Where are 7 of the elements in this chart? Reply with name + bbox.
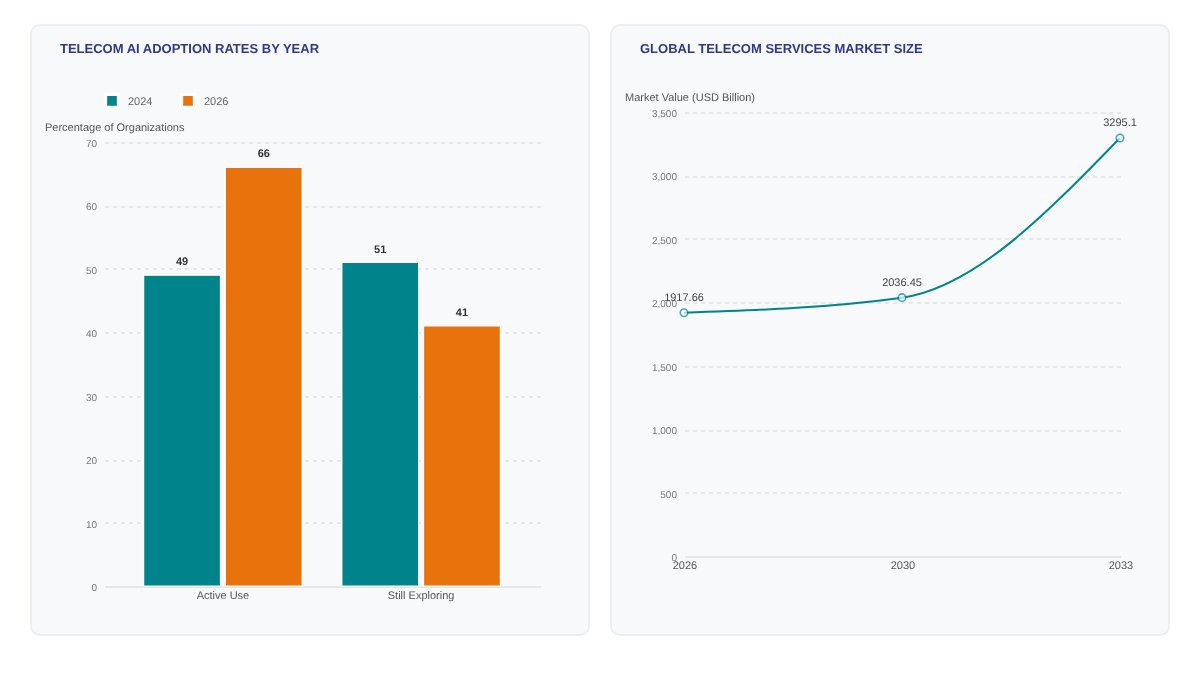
bar [422, 325, 501, 587]
bar [224, 166, 303, 587]
point [1115, 133, 1125, 143]
point [679, 308, 689, 318]
bar [143, 274, 222, 587]
bar [341, 261, 420, 587]
point [897, 293, 907, 303]
